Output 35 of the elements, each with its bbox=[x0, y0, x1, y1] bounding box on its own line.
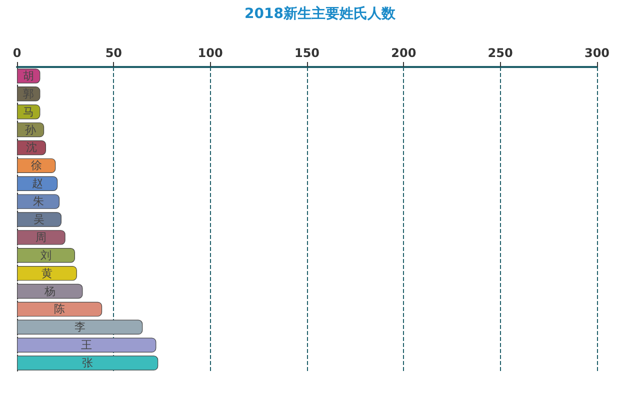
y-tick-label: 刘 bbox=[40, 248, 52, 262]
x-tick-label: 100 bbox=[198, 46, 223, 60]
x-tick-label: 250 bbox=[488, 46, 513, 60]
y-tick-label: 杨 bbox=[43, 284, 56, 298]
y-tick-label: 张 bbox=[82, 356, 94, 370]
y-tick-label: 徐 bbox=[30, 159, 42, 172]
y-tick-label: 吴 bbox=[34, 213, 45, 226]
chart-title: 2018新生主要姓氏人数 bbox=[244, 5, 396, 22]
x-tick-label: 0 bbox=[12, 46, 22, 60]
bar bbox=[17, 266, 77, 281]
bar bbox=[17, 356, 158, 370]
y-tick-label: 赵 bbox=[32, 177, 43, 190]
y-tick-label: 沈 bbox=[26, 141, 37, 154]
bar bbox=[17, 248, 75, 263]
bar bbox=[17, 338, 156, 352]
x-tick-label: 50 bbox=[105, 46, 122, 60]
bar bbox=[17, 284, 83, 299]
y-tick-label: 朱 bbox=[32, 195, 44, 208]
bar bbox=[17, 230, 66, 245]
y-tick-label: 胡 bbox=[23, 69, 34, 82]
y-tick-label: 王 bbox=[81, 338, 92, 352]
bar bbox=[17, 302, 102, 317]
bar bbox=[17, 320, 143, 335]
bar bbox=[17, 212, 62, 227]
y-tick-label: 孙 bbox=[25, 123, 36, 136]
y-tick-label: 黄 bbox=[41, 266, 52, 280]
bar bbox=[17, 176, 58, 191]
y-tick-label: 李 bbox=[74, 320, 86, 334]
x-tick-label: 200 bbox=[391, 46, 416, 60]
y-tick-label: 周 bbox=[36, 230, 47, 244]
bar bbox=[17, 194, 60, 209]
y-tick-label: 马 bbox=[23, 105, 34, 118]
x-tick-label: 300 bbox=[584, 46, 610, 60]
x-tick-label: 150 bbox=[294, 46, 320, 60]
y-tick-label: 陈 bbox=[54, 302, 66, 316]
